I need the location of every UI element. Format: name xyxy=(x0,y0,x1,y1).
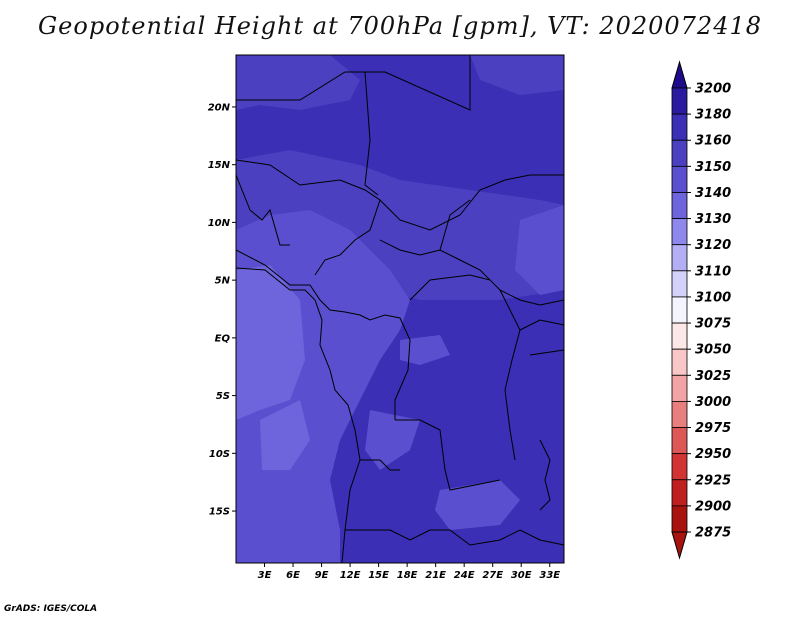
colorbar-level-label: 3130 xyxy=(695,212,731,227)
border-line xyxy=(379,174,564,231)
field-region-3140 xyxy=(365,410,420,470)
longitude-axis: 3E 6E 9E 12E 15E 18E 21E 24E 27E 30E 33E xyxy=(258,563,560,581)
colorbar-top-arrow xyxy=(671,60,688,89)
field-region-3130 xyxy=(236,265,305,420)
lat-tick-label: 20N xyxy=(208,102,231,113)
field-region-3150 xyxy=(470,55,564,95)
colorbar-swatch xyxy=(671,270,688,298)
colorbar-level-label: 3200 xyxy=(695,82,731,97)
border-line xyxy=(235,249,411,420)
colorbar-level-label: 3100 xyxy=(695,290,731,305)
lon-tick-label: 21E xyxy=(425,570,446,581)
border-line xyxy=(364,71,379,196)
lat-tick-label: 5N xyxy=(215,276,231,287)
colorbar-level-label: 3160 xyxy=(695,134,731,149)
country-borders xyxy=(235,55,565,564)
colorbar-bottom-arrow xyxy=(671,531,688,560)
border-line xyxy=(539,439,551,511)
map-title: Geopotential Height at 700hPa [gpm], VT:… xyxy=(38,12,762,40)
field-region-3130 xyxy=(260,400,310,470)
lat-tick-label: 10N xyxy=(208,218,231,229)
colorbar-swatch xyxy=(671,165,688,193)
colorbar-swatch xyxy=(671,453,688,481)
field-region-3140 xyxy=(515,205,564,295)
border-line xyxy=(379,239,565,306)
colorbar: 3200 3180 3160 3150 3140 3130 3120 3110 3100 3075… xyxy=(671,60,731,560)
border-line xyxy=(499,289,521,461)
field-region-3140 xyxy=(435,480,520,530)
lon-tick-label: 12E xyxy=(340,570,361,581)
colorbar-level-label: 2875 xyxy=(695,526,731,541)
border-line xyxy=(409,274,491,301)
colorbar-level-label: 3025 xyxy=(695,369,731,384)
geopotential-field xyxy=(236,55,564,563)
border-line xyxy=(235,174,290,246)
colorbar-level-label: 2925 xyxy=(695,473,731,488)
border-line xyxy=(360,459,400,471)
border-line xyxy=(439,199,471,251)
latitude-axis: 20N 15N 10N 5N EQ 5S 10S 15S xyxy=(208,102,236,518)
field-region-3150 xyxy=(236,150,564,300)
colorbar-swatch xyxy=(671,427,688,455)
colorbar-swatch xyxy=(671,479,688,507)
field-region-3150 xyxy=(236,55,360,110)
border-line xyxy=(519,319,565,331)
colorbar-swatch xyxy=(671,218,688,246)
colorbar-swatch xyxy=(671,401,688,428)
colorbar-swatch xyxy=(671,244,688,272)
lon-tick-label: 9E xyxy=(315,570,329,581)
border-line xyxy=(529,349,565,356)
colorbar-swatch xyxy=(671,296,688,324)
colorbar-swatch xyxy=(671,374,688,402)
lon-tick-label: 30E xyxy=(511,570,532,581)
map-frame xyxy=(235,54,565,564)
colorbar-swatch xyxy=(671,139,688,167)
colorbar-level-label: 3075 xyxy=(695,317,731,332)
colorbar-level-label: 3050 xyxy=(695,343,731,358)
lon-tick-label: 6E xyxy=(286,570,300,581)
colorbar-level-label: 3120 xyxy=(695,238,731,253)
colorbar-level-label: 3140 xyxy=(695,186,731,201)
colorbar-swatch xyxy=(671,113,688,141)
lon-tick-label: 27E xyxy=(482,570,503,581)
colorbar-level-label: 2950 xyxy=(695,447,731,462)
lon-tick-label: 33E xyxy=(539,570,560,581)
lon-tick-label: 24E xyxy=(454,570,475,581)
lat-tick-label: 10S xyxy=(209,449,230,460)
lon-tick-label: 3E xyxy=(258,570,272,581)
coastline xyxy=(235,267,361,564)
lat-tick-label: 5S xyxy=(216,391,230,402)
colorbar-level-label: 3000 xyxy=(695,395,731,410)
lon-tick-label: 18E xyxy=(397,570,418,581)
colorbar-level-label: 2975 xyxy=(695,421,731,436)
colorbar-level-label: 3150 xyxy=(695,160,731,175)
border-line xyxy=(345,529,565,546)
field-region-3140 xyxy=(400,335,450,365)
colorbar-level-label: 3180 xyxy=(695,108,731,123)
colorbar-swatch xyxy=(671,322,688,350)
lon-tick-label: 15E xyxy=(368,570,389,581)
colorbar-level-label: 2900 xyxy=(695,499,731,514)
colorbar-level-label: 3110 xyxy=(695,264,731,279)
colorbar-swatch xyxy=(671,192,688,219)
colorbar-swatch xyxy=(671,348,688,376)
lat-tick-label: 15N xyxy=(208,160,231,171)
lat-tick-label: 15S xyxy=(209,507,230,518)
colorbar-swatch xyxy=(671,505,688,533)
colorbar-swatch xyxy=(671,87,688,115)
grads-credit: GrADS: IGES/COLA xyxy=(4,604,98,614)
lat-tick-label: EQ xyxy=(215,333,231,344)
border-line xyxy=(395,419,501,491)
